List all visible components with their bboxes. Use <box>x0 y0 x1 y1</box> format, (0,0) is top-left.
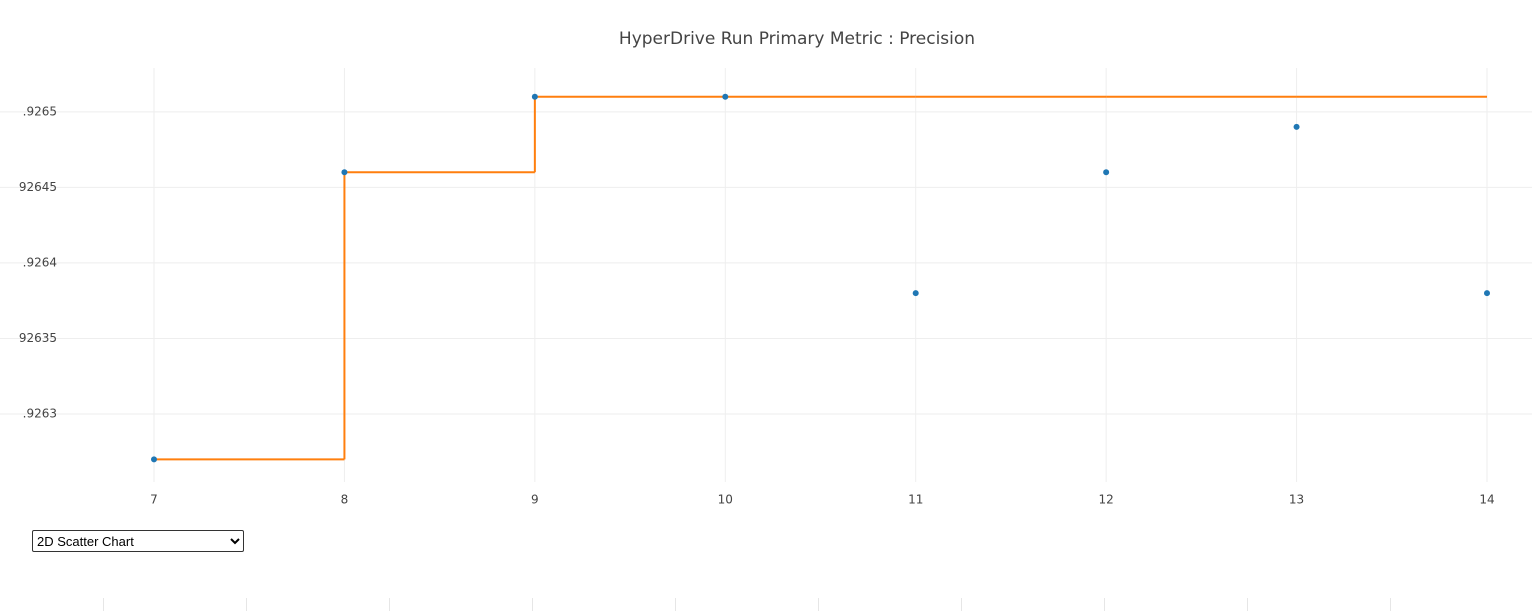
divider <box>1247 598 1248 611</box>
y-tick-label: 92635 <box>19 331 57 345</box>
point <box>151 456 157 463</box>
chart-type-select[interactable]: 2D Scatter Chart <box>32 530 244 552</box>
y-tick-label: .9264 <box>23 255 57 269</box>
y-tick-label: 92645 <box>19 180 57 194</box>
x-tick-label: 11 <box>908 493 923 507</box>
x-tick-label: 14 <box>1479 493 1494 507</box>
divider <box>675 598 676 611</box>
best-line-step <box>343 171 535 460</box>
divider <box>389 598 390 611</box>
x-tick-label: 10 <box>718 493 733 507</box>
point <box>722 93 729 100</box>
divider <box>1390 598 1391 611</box>
point <box>531 93 538 100</box>
chart: HyperDrive Run Primary Metric : Precisio… <box>0 29 1532 507</box>
point <box>341 169 348 176</box>
x-tick-label: 9 <box>531 493 539 507</box>
divider <box>103 598 104 611</box>
x-tick-label: 12 <box>1099 493 1114 507</box>
y-tick-label: .9265 <box>23 104 57 118</box>
divider <box>532 598 533 611</box>
divider <box>246 598 247 611</box>
point <box>912 290 919 297</box>
point <box>1103 169 1110 176</box>
chart-title: HyperDrive Run Primary Metric : Precisio… <box>619 29 975 49</box>
point <box>1293 123 1300 130</box>
y-tick-label: .9263 <box>23 407 57 421</box>
x-tick-label: 8 <box>341 493 349 507</box>
divider <box>818 598 819 611</box>
divider <box>961 598 962 611</box>
point <box>1484 290 1490 297</box>
x-tick-label: 13 <box>1289 493 1304 507</box>
divider <box>1104 598 1105 611</box>
x-tick-label: 7 <box>150 493 158 507</box>
best-line-step <box>533 95 726 173</box>
